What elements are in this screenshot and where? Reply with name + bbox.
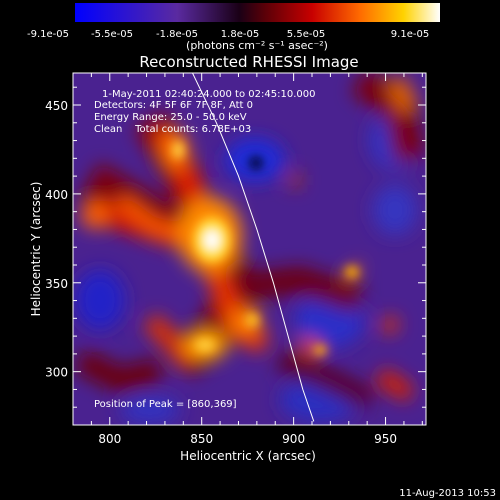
colorbar-tick-label: -1.8e-05 <box>156 29 198 40</box>
plot-frame <box>72 72 427 426</box>
axis-ticks <box>73 73 426 425</box>
y-tick-label: 400 <box>45 188 68 202</box>
colorbar-tick-label: 9.1e-05 <box>391 29 429 40</box>
y-tick-labels: 300 350 400 450 <box>45 99 68 380</box>
annotation-detectors: Detectors: 4F 5F 6F 7F 8F, Att 0 <box>94 100 253 111</box>
colorbar-tick-label: 5.5e-05 <box>287 29 325 40</box>
y-axis-label: Heliocentric Y (arcsec) <box>29 182 43 317</box>
annotation-clean-counts: Clean Total counts: 6.78E+03 <box>94 124 251 135</box>
colorbar-tick-label: -9.1e-05 <box>27 29 69 40</box>
x-tick-label: 950 <box>374 432 397 446</box>
annotation-peak-position: Position of Peak = [860,369] <box>94 399 237 410</box>
x-tick-labels: 800 850 900 950 <box>98 432 397 446</box>
chart-title: Reconstructed RHESSI Image <box>139 53 358 71</box>
heatmap-image <box>73 73 426 425</box>
y-tick-label: 350 <box>45 277 68 291</box>
footer-timestamp: 11-Aug-2013 10:53 <box>399 488 496 499</box>
colorbar-tick-label: 1.8e-05 <box>221 29 259 40</box>
x-tick-label: 850 <box>190 432 213 446</box>
annotation-energy-range: Energy Range: 25.0 - 50.0 keV <box>94 112 247 123</box>
x-tick-label: 800 <box>98 432 121 446</box>
colorbar-ticks: -9.1e-05 -5.5e-05 -1.8e-05 1.8e-05 5.5e-05 9.… <box>27 29 429 40</box>
colorbar-units: (photons cm⁻² s⁻¹ asec⁻²) <box>186 39 328 52</box>
solar-limb-curve <box>192 73 315 422</box>
colorbar-tick-label: -5.5e-05 <box>91 29 133 40</box>
annotation-time-range: 1-May-2011 02:40:24.000 to 02:45:10.000 <box>102 89 315 100</box>
y-tick-label: 450 <box>45 99 68 113</box>
y-tick-label: 300 <box>45 366 68 380</box>
x-axis-label: Heliocentric X (arcsec) <box>180 449 316 463</box>
x-tick-label: 900 <box>282 432 305 446</box>
colorbar <box>75 3 440 22</box>
